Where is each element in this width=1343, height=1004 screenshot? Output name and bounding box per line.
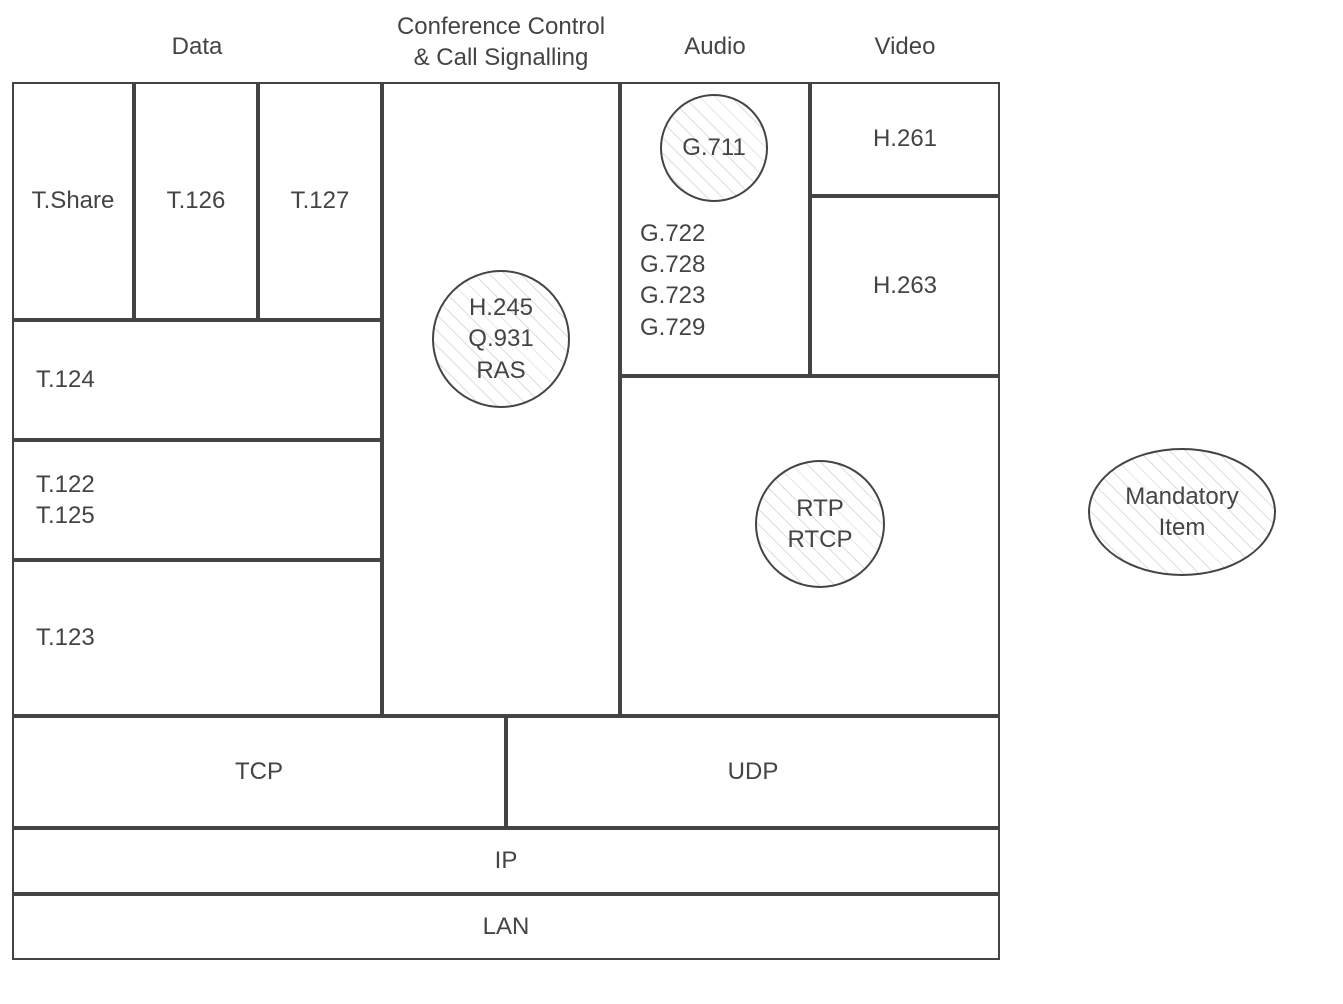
box-t123: T.123 [12,560,382,716]
box-udp: UDP [506,716,1000,828]
legend-mandatory-item: Mandatory Item [1088,448,1276,576]
box-h261: H.261 [810,82,1000,196]
header-conference-control: Conference Control & Call Signalling [382,5,620,79]
box-tcp: TCP [12,716,506,828]
circle-rtp: RTP RTCP [755,460,885,588]
header-video: Video [810,18,1000,76]
circle-h245-q931-ras: H.245 Q.931 RAS [432,270,570,408]
header-audio: Audio [620,18,810,76]
circle-g711: G.711 [660,94,768,202]
box-ip: IP [12,828,1000,894]
box-t122-t125: T.122 T.125 [12,440,382,560]
box-t124: T.124 [12,320,382,440]
box-t127: T.127 [258,82,382,320]
box-t126: T.126 [134,82,258,320]
box-lan: LAN [12,894,1000,960]
box-h263: H.263 [810,196,1000,376]
box-tshare: T.Share [12,82,134,320]
label-audio-other-codecs: G.722 G.728 G.723 G.729 [640,218,810,368]
header-data: Data [12,18,382,76]
